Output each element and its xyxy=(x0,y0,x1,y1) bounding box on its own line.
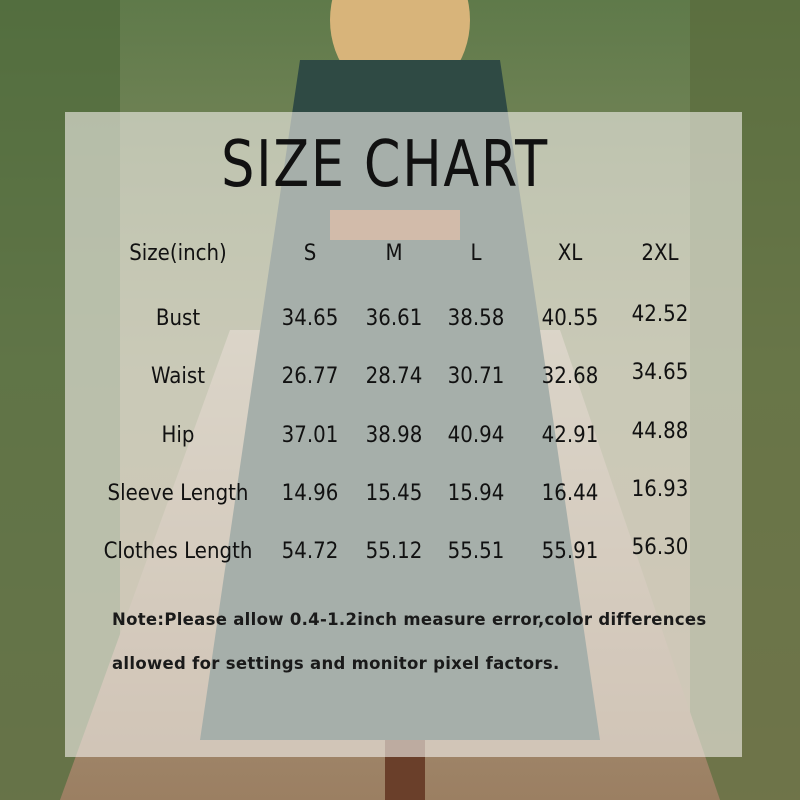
size-header: XL xyxy=(557,241,583,266)
size-header: S xyxy=(303,241,317,266)
measurement-cell: 14.96 xyxy=(281,481,339,506)
size-chart-panel xyxy=(65,112,742,757)
measurement-cell: 32.68 xyxy=(541,364,599,389)
measurement-cell: 16.93 xyxy=(631,477,689,502)
measurement-cell: 34.65 xyxy=(281,306,339,331)
note-line-2: allowed for settings and monitor pixel f… xyxy=(112,654,560,673)
size-header: M xyxy=(385,241,403,266)
measurement-cell: 34.65 xyxy=(631,360,689,385)
measurement-cell: 55.12 xyxy=(365,539,423,564)
measurement-cell: 40.94 xyxy=(447,423,505,448)
measurement-cell: 56.30 xyxy=(631,535,689,560)
measurement-cell: 26.77 xyxy=(281,364,339,389)
measurement-cell: 36.61 xyxy=(365,306,423,331)
measurement-cell: 42.52 xyxy=(631,302,689,327)
measurement-cell: 38.98 xyxy=(365,423,423,448)
row-label: Bust xyxy=(155,306,201,331)
note-line-1: Note:Please allow 0.4-1.2inch measure er… xyxy=(112,610,707,629)
measurement-cell: 30.71 xyxy=(447,364,505,389)
row-label: Hip xyxy=(161,423,195,448)
page-title: SIZE CHART xyxy=(221,128,549,202)
row-label: Clothes Length xyxy=(103,539,253,564)
measurement-cell: 38.58 xyxy=(447,306,505,331)
measurement-cell: 42.91 xyxy=(541,423,599,448)
row-label: Waist xyxy=(150,364,206,389)
size-header: L xyxy=(470,241,482,266)
measurement-cell: 16.44 xyxy=(541,481,599,506)
measurement-cell: 40.55 xyxy=(541,306,599,331)
measurement-cell: 55.91 xyxy=(541,539,599,564)
size-header: 2XL xyxy=(641,241,679,266)
row-label: Sleeve Length xyxy=(107,481,249,506)
measurement-cell: 55.51 xyxy=(447,539,505,564)
measurement-cell: 37.01 xyxy=(281,423,339,448)
measurement-cell: 28.74 xyxy=(365,364,423,389)
measurement-cell: 44.88 xyxy=(631,419,689,444)
measurement-cell: 54.72 xyxy=(281,539,339,564)
size-header-label: Size(inch) xyxy=(129,241,227,266)
measurement-cell: 15.45 xyxy=(365,481,423,506)
measurement-cell: 15.94 xyxy=(447,481,505,506)
